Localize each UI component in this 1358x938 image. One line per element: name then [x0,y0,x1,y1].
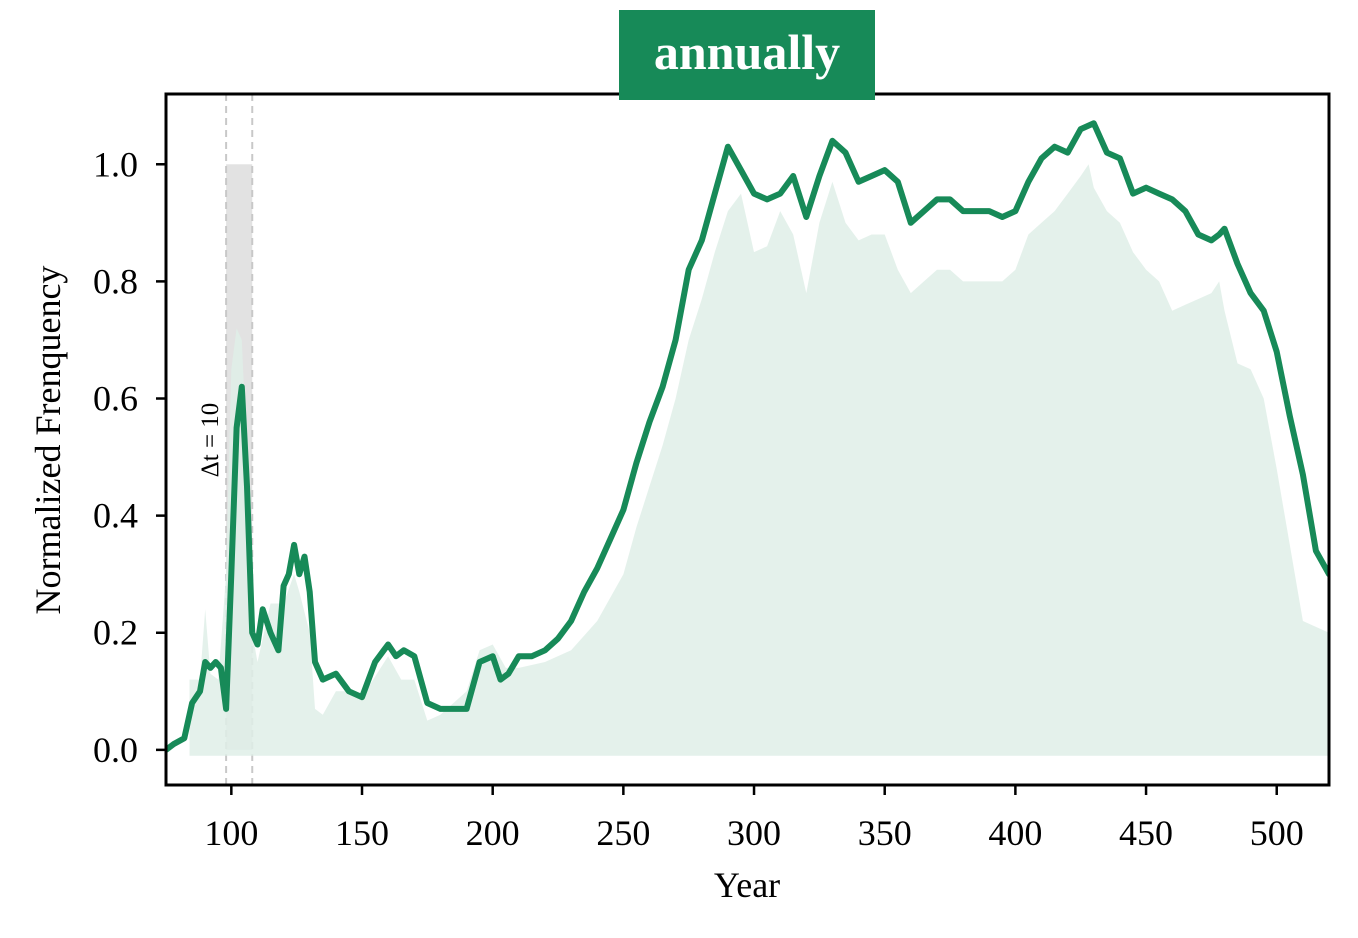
x-tick-label: 400 [988,813,1042,853]
y-tick-label: 0.6 [93,379,138,419]
x-tick-label: 250 [596,813,650,853]
y-tick-label: 0.8 [93,261,138,301]
area-layer [189,164,1329,756]
x-axis-label: Year [714,865,780,905]
chart-title: annually [654,24,840,80]
line-series [166,120,1329,753]
title-badge [619,10,875,100]
y-tick-label: 0.4 [93,496,138,536]
x-tick-label: 150 [335,813,389,853]
window-annotation: Δt = 10 [197,403,224,478]
x-tick-label: 200 [466,813,520,853]
line-layer [166,120,1329,753]
x-tick-label: 100 [204,813,258,853]
y-tick-label: 0.0 [93,730,138,770]
y-tick-label: 1.0 [93,144,138,184]
y-tick-label: 0.2 [93,613,138,653]
area-series [189,164,1329,756]
x-tick-label: 450 [1119,813,1173,853]
y-axis-label: Normalized Frenquency [28,266,68,615]
x-tick-label: 300 [727,813,781,853]
ticks-layer: 100 150 200 250 300 350 400 450 500 0.0 0.2 0.4 0.6 0… [93,144,1304,853]
x-tick-label: 350 [858,813,912,853]
x-tick-label: 500 [1250,813,1304,853]
